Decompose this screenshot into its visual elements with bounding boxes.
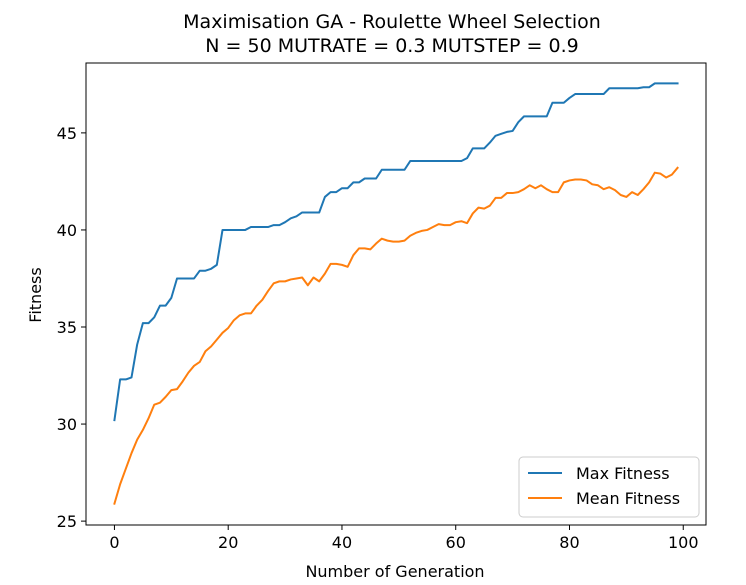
- legend: Max Fitness Mean Fitness: [518, 456, 700, 518]
- y-axis-label: Fitness: [26, 267, 45, 322]
- x-tick-label: 80: [559, 533, 579, 552]
- legend-label-max-fitness: Max Fitness: [576, 464, 670, 483]
- chart-title-line2: N = 50 MUTRATE = 0.3 MUTSTEP = 0.9: [205, 35, 578, 57]
- plot-area: [113, 82, 679, 505]
- y-tick-label: 25: [57, 512, 77, 531]
- x-axis-label: Number of Generation: [305, 562, 484, 581]
- y-axis: 25 30 35 40 45: [57, 124, 86, 531]
- y-tick-label: 45: [57, 124, 77, 143]
- series-line-mean-fitness: [113, 166, 679, 505]
- legend-label-mean-fitness: Mean Fitness: [576, 489, 680, 508]
- x-tick-label: 40: [332, 533, 352, 552]
- chart-title-line1: Maximisation GA - Roulette Wheel Selecti…: [183, 11, 601, 33]
- axes-frame: [85, 62, 707, 526]
- legend-box: [518, 456, 700, 518]
- x-tick-label: 0: [109, 533, 119, 552]
- y-tick-label: 30: [57, 415, 77, 434]
- x-tick-label: 100: [668, 533, 699, 552]
- y-tick-label: 40: [57, 221, 77, 240]
- x-tick-label: 60: [446, 533, 466, 552]
- x-axis: 0 20 40 60 80 100: [109, 525, 699, 552]
- series-line-max-fitness: [113, 82, 679, 422]
- y-tick-label: 35: [57, 318, 77, 337]
- x-tick-label: 20: [218, 533, 238, 552]
